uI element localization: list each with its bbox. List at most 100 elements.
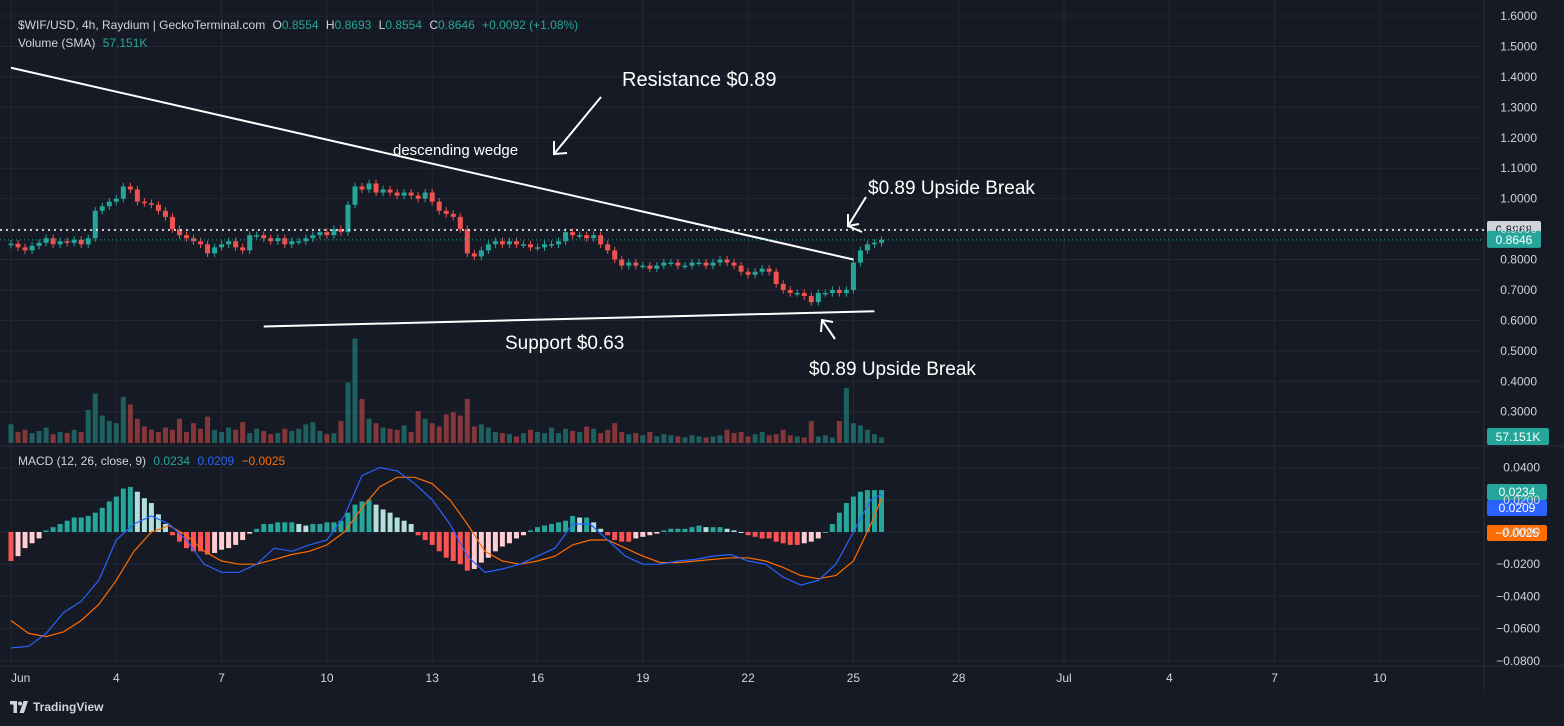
time-tick-label: 7 — [218, 671, 225, 685]
volume-bar — [773, 434, 779, 443]
candle-body — [808, 296, 814, 303]
price-tick-label: 0.4000 — [1500, 374, 1537, 388]
volume-bar — [22, 429, 28, 443]
volume-bar — [563, 428, 569, 443]
candle-body — [527, 244, 533, 248]
volume-bars — [8, 338, 884, 443]
volume-bar — [422, 418, 428, 443]
candle-body — [99, 206, 105, 211]
candle-body — [506, 241, 512, 245]
macd-hist-bar — [871, 490, 877, 532]
macd-tick-label: −0.0800 — [1496, 654, 1540, 668]
volume-bar — [724, 429, 730, 443]
break-arrow-bottom-shaft — [821, 319, 836, 340]
high-label: H — [325, 18, 335, 32]
price-tick-label: 1.4000 — [1500, 70, 1537, 84]
price-tick-label: 0.5000 — [1500, 344, 1537, 358]
change-value: +0.0092 (+1.08%) — [482, 18, 579, 32]
macd-hist-bar — [8, 532, 14, 561]
volume-bar — [247, 433, 253, 443]
macd-hist-bar — [64, 520, 70, 532]
macd-hist-bar — [43, 530, 49, 532]
candle-body — [352, 186, 358, 205]
tradingview-brand[interactable]: TradingView — [10, 700, 103, 714]
candle-body — [317, 232, 323, 236]
volume-bar — [822, 435, 828, 443]
resistance-arrow-shaft — [553, 96, 602, 155]
price-tick-label: 1.2000 — [1500, 131, 1537, 145]
volume-bar — [871, 434, 877, 443]
macd-hist-bar — [506, 532, 512, 544]
candle-body — [485, 244, 491, 251]
upside-break-annotation-top: $0.89 Upside Break — [868, 178, 1035, 199]
volume-bar — [324, 434, 330, 443]
volume-bar — [661, 434, 667, 443]
volume-bar — [542, 433, 548, 443]
macd-hist-bar — [113, 496, 119, 532]
volume-bar — [850, 423, 856, 443]
volume-bar — [169, 429, 175, 443]
macd-hist-bar — [696, 525, 702, 532]
volume-bar — [120, 396, 126, 443]
candle-body — [794, 293, 800, 295]
candle-body — [633, 262, 639, 266]
macd-hist-bar — [668, 528, 674, 532]
last-price-tag — [1487, 230, 1541, 248]
volume-bar — [415, 411, 421, 443]
candle-body — [71, 239, 77, 243]
macd-label[interactable]: MACD (12, 26, close, 9) — [18, 454, 147, 468]
macd-hist-bar — [675, 528, 681, 532]
volume-label[interactable]: Volume (SMA) — [18, 36, 96, 50]
volume-bar — [254, 428, 260, 443]
symbol-label[interactable]: $WIF/USD, 4h, Raydium | GeckoTerminal.co… — [18, 18, 266, 32]
candle-body — [261, 235, 267, 239]
macd-hist-bar — [78, 517, 84, 532]
candle-body — [366, 183, 372, 190]
price-legend: $WIF/USD, 4h, Raydium | GeckoTerminal.co… — [18, 17, 582, 33]
candle-body — [584, 235, 590, 239]
volume-tag — [1487, 428, 1549, 445]
macd-hist-bar — [598, 528, 604, 532]
macd-hist-bar — [682, 528, 688, 532]
macd-hist-bar — [661, 530, 667, 532]
volume-bar — [78, 432, 84, 443]
volume-bar — [710, 436, 716, 443]
candle-body — [113, 198, 119, 202]
macd-hist-bar — [492, 532, 498, 552]
candle-body — [303, 238, 309, 242]
macd-hist-bar — [408, 523, 414, 532]
volume-bar — [352, 338, 358, 443]
candle-body — [436, 201, 442, 211]
candle-body — [92, 210, 98, 239]
volume-bar — [36, 430, 42, 443]
volume-bar — [268, 434, 274, 443]
macd-hist-bar — [794, 532, 800, 545]
macd-hist-bar — [436, 532, 442, 552]
macd-hist-bar — [261, 523, 267, 532]
macd-lines: 0.0234 0.0209 −0.0025 — [10, 466, 1547, 649]
candle-body — [696, 262, 702, 265]
candle-body — [619, 259, 625, 266]
volume-bar — [556, 433, 562, 443]
candle-body — [745, 271, 751, 275]
macd-hist-bar — [205, 532, 211, 555]
volume-bar — [836, 421, 842, 443]
resistance-arrow-head — [553, 141, 568, 156]
candle-body — [871, 242, 877, 245]
macd-hist-bar — [240, 532, 246, 541]
volume-bar — [148, 429, 154, 443]
candle-body — [563, 232, 569, 242]
volume-bar — [338, 421, 344, 443]
macd-hist-bar — [850, 496, 856, 532]
candle-body — [864, 244, 870, 251]
macd-hist-bar — [717, 527, 723, 532]
support-annotation: Support $0.63 — [505, 333, 624, 354]
candle-body — [520, 244, 526, 246]
volume-bar — [373, 423, 379, 443]
volume-bar — [401, 425, 407, 443]
macd-hist-bar — [612, 532, 618, 541]
macd-hist-bar — [15, 532, 21, 557]
volume-bar — [829, 437, 835, 443]
volume-bar — [633, 433, 639, 443]
